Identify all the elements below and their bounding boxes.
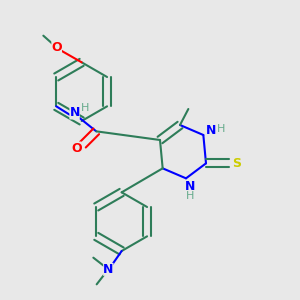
Text: H: H bbox=[186, 191, 194, 201]
Text: H: H bbox=[217, 124, 225, 134]
Text: O: O bbox=[51, 41, 62, 54]
Text: H: H bbox=[80, 103, 89, 113]
Text: N: N bbox=[103, 263, 113, 276]
Text: N: N bbox=[185, 180, 195, 193]
Text: O: O bbox=[71, 142, 82, 154]
Text: N: N bbox=[69, 106, 80, 119]
Text: S: S bbox=[232, 157, 241, 170]
Text: N: N bbox=[206, 124, 216, 137]
